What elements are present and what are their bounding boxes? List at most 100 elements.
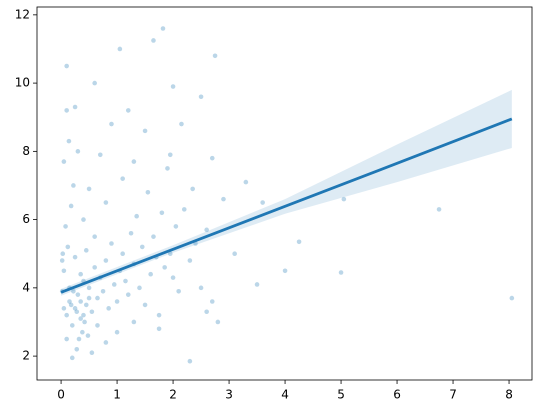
point <box>137 285 142 291</box>
point <box>232 251 237 257</box>
point <box>123 278 128 284</box>
point <box>145 190 151 195</box>
point <box>100 288 106 294</box>
point <box>76 336 82 342</box>
point <box>254 282 260 287</box>
point <box>86 295 92 301</box>
point <box>60 251 66 257</box>
point <box>75 149 81 154</box>
point <box>69 355 75 361</box>
y-tick-label: 8 <box>22 144 30 158</box>
x-tick-label: 6 <box>393 388 401 402</box>
x-tick-label: 4 <box>281 388 289 402</box>
point <box>68 203 74 209</box>
point <box>215 319 221 325</box>
point <box>114 329 120 335</box>
point <box>204 309 209 315</box>
point <box>97 152 103 158</box>
point <box>65 244 71 250</box>
y-tick-label: 2 <box>22 349 30 363</box>
point <box>72 254 78 260</box>
point <box>204 227 209 233</box>
point <box>92 80 97 86</box>
point <box>156 312 162 318</box>
point <box>86 186 92 192</box>
point <box>103 258 109 263</box>
point <box>81 217 86 222</box>
point <box>187 358 193 364</box>
point <box>68 302 74 308</box>
point <box>80 329 85 335</box>
point <box>83 302 89 308</box>
point <box>176 288 181 294</box>
point <box>82 319 87 325</box>
point <box>159 210 165 216</box>
point <box>170 275 176 280</box>
point <box>86 285 92 291</box>
point <box>187 258 193 263</box>
point <box>89 350 95 355</box>
point <box>92 234 97 239</box>
x-tick-label: 1 <box>113 388 121 402</box>
point <box>78 271 83 277</box>
point <box>509 295 515 301</box>
y-tick-label: 6 <box>22 212 30 226</box>
point <box>64 63 69 69</box>
point <box>131 319 137 325</box>
point <box>71 288 76 294</box>
point <box>282 268 288 274</box>
x-tick-label: 2 <box>169 388 177 402</box>
point <box>170 84 176 89</box>
point <box>181 207 187 212</box>
x-tick-label: 3 <box>225 388 233 402</box>
point <box>72 104 78 110</box>
point <box>64 312 69 318</box>
point <box>142 128 148 134</box>
point <box>59 258 65 263</box>
point <box>296 239 302 245</box>
point <box>148 271 153 277</box>
point <box>125 108 131 113</box>
point <box>66 138 72 144</box>
point <box>61 306 67 311</box>
point <box>131 159 137 164</box>
point <box>120 251 125 257</box>
point <box>160 26 166 31</box>
point <box>61 159 67 164</box>
point <box>83 248 89 253</box>
point <box>120 176 125 181</box>
y-tick-label: 4 <box>22 280 30 294</box>
point <box>436 207 442 212</box>
point <box>111 282 117 287</box>
point <box>221 196 226 202</box>
point <box>114 299 120 304</box>
x-tick-label: 5 <box>337 388 345 402</box>
regression-line <box>60 117 513 294</box>
point <box>78 316 83 321</box>
point <box>338 270 344 275</box>
point <box>67 299 72 304</box>
point <box>167 251 173 257</box>
x-tick-label: 7 <box>449 388 457 402</box>
point <box>81 312 86 318</box>
point <box>142 302 148 308</box>
point <box>243 179 249 185</box>
point <box>173 224 179 229</box>
point <box>260 200 265 205</box>
point <box>72 306 78 311</box>
point <box>61 268 67 274</box>
point <box>85 333 91 338</box>
point <box>103 340 109 345</box>
point <box>167 152 173 158</box>
point <box>106 306 111 311</box>
point <box>75 292 81 297</box>
y-tick-label: 10 <box>15 76 30 90</box>
point <box>198 285 204 291</box>
point <box>95 295 100 301</box>
point <box>103 200 109 205</box>
point <box>109 241 114 246</box>
point <box>212 53 218 59</box>
point <box>134 213 139 219</box>
point <box>198 94 204 100</box>
